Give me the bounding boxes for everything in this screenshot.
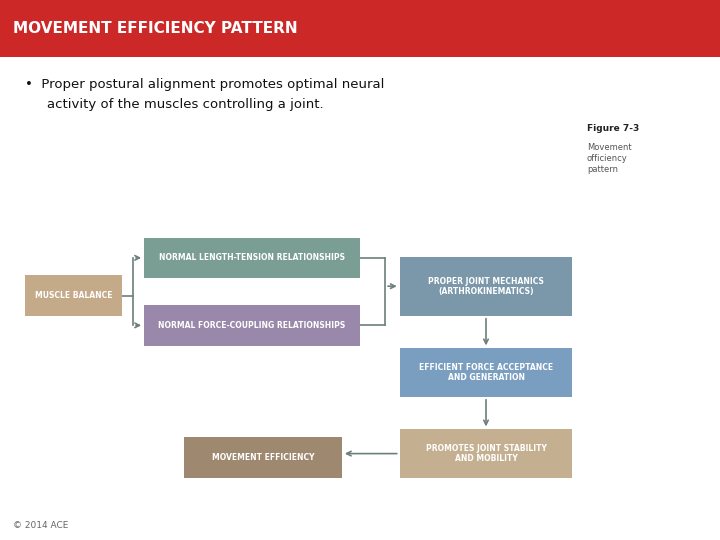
FancyBboxPatch shape [144, 238, 360, 278]
Text: activity of the muscles controlling a joint.: activity of the muscles controlling a jo… [47, 98, 323, 111]
Text: Figure 7-3: Figure 7-3 [587, 124, 639, 133]
FancyBboxPatch shape [400, 256, 572, 316]
FancyBboxPatch shape [400, 348, 572, 397]
Text: MOVEMENT EFFICIENCY: MOVEMENT EFFICIENCY [212, 453, 314, 462]
Text: MUSCLE BALANCE: MUSCLE BALANCE [35, 291, 112, 300]
Text: Movement
officiency
pattern: Movement officiency pattern [587, 143, 631, 174]
FancyBboxPatch shape [400, 429, 572, 478]
Text: NORMAL FORCE-COUPLING RELATIONSHIPS: NORMAL FORCE-COUPLING RELATIONSHIPS [158, 321, 346, 330]
FancyBboxPatch shape [184, 437, 342, 478]
Text: EFFICIENT FORCE ACCEPTANCE
AND GENERATION: EFFICIENT FORCE ACCEPTANCE AND GENERATIO… [419, 363, 553, 382]
Text: PROMOTES JOINT STABILITY
AND MOBILITY: PROMOTES JOINT STABILITY AND MOBILITY [426, 444, 546, 463]
Text: MOVEMENT EFFICIENCY PATTERN: MOVEMENT EFFICIENCY PATTERN [13, 21, 297, 36]
Text: NORMAL LENGTH-TENSION RELATIONSHIPS: NORMAL LENGTH-TENSION RELATIONSHIPS [159, 253, 345, 262]
Text: •  Proper postural alignment promotes optimal neural: • Proper postural alignment promotes opt… [25, 78, 384, 91]
Text: PROPER JOINT MECHANICS
(ARTHROKINEMATICS): PROPER JOINT MECHANICS (ARTHROKINEMATICS… [428, 276, 544, 296]
Text: © 2014 ACE: © 2014 ACE [13, 521, 68, 530]
FancyBboxPatch shape [144, 305, 360, 346]
FancyBboxPatch shape [25, 275, 122, 316]
FancyBboxPatch shape [0, 0, 720, 57]
